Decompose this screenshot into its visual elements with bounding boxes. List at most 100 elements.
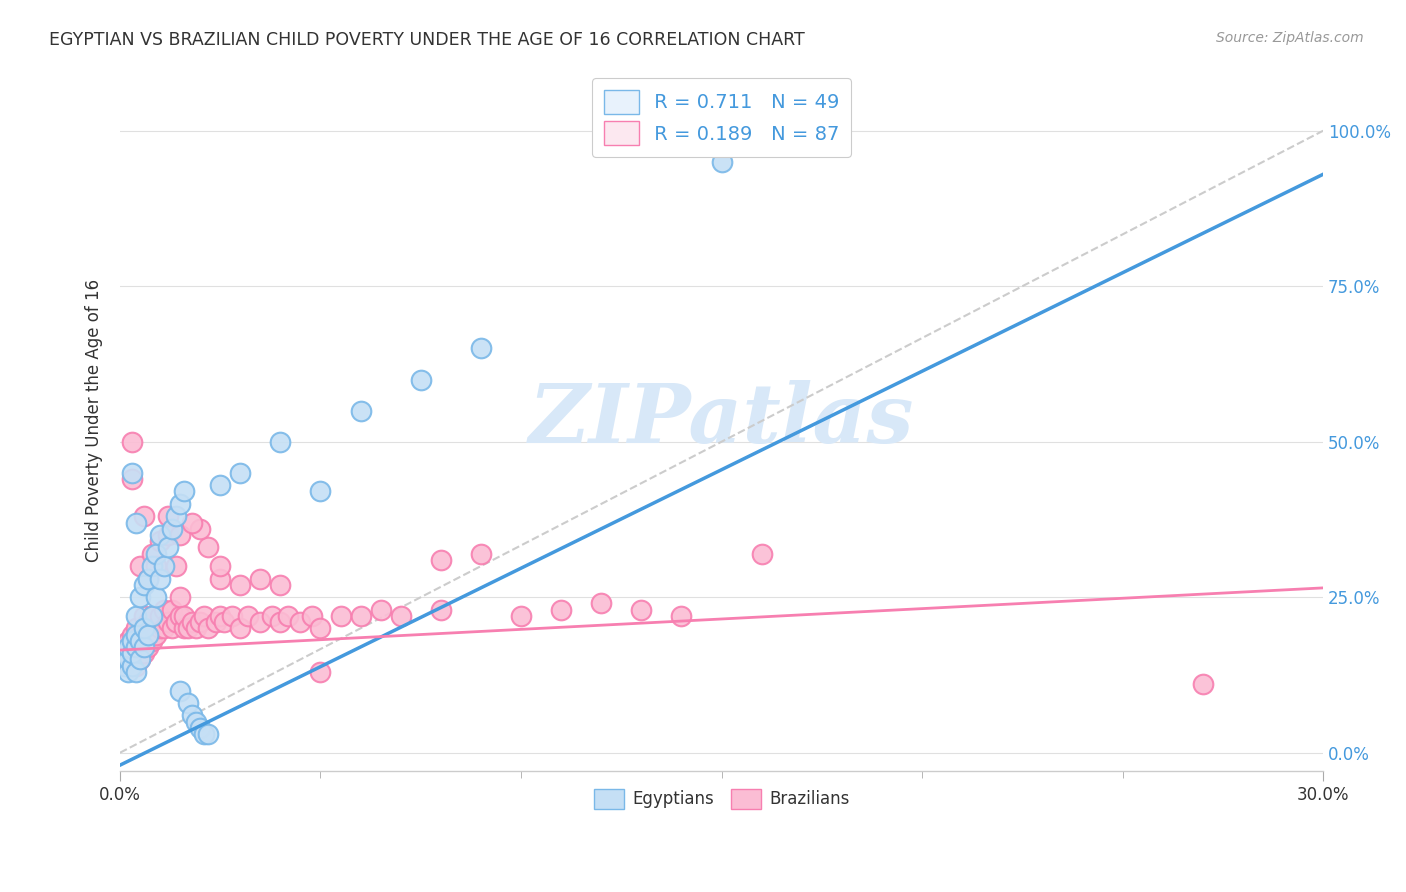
Point [238,608,260,623]
Point [301,608,323,623]
Text: EGYPTIAN VS BRAZILIAN CHILD POVERTY UNDER THE AGE OF 16 CORRELATION CHART: EGYPTIAN VS BRAZILIAN CHILD POVERTY UNDE… [49,31,806,49]
Point [181,615,204,629]
Point [121,658,143,673]
Point [117,652,139,666]
Point [136,640,159,654]
Point [197,541,219,555]
Point [309,621,332,635]
Point [193,608,215,623]
Point [249,615,271,629]
Point [117,640,139,654]
Text: ZIPatlas: ZIPatlas [529,380,914,460]
Point [229,578,252,592]
Point [132,578,155,592]
Point [188,522,211,536]
Point [177,621,200,635]
Point [370,602,392,616]
Point [121,633,143,648]
Point [136,627,159,641]
Point [125,516,148,530]
Point [132,621,155,635]
Point [165,615,187,629]
Point [262,608,284,623]
Point [751,547,773,561]
Point [145,627,167,641]
Point [121,434,143,449]
Point [229,621,252,635]
Point [157,528,180,542]
Point [188,615,211,629]
Point [129,633,152,648]
Point [1191,677,1213,691]
Point [177,696,200,710]
Point [153,621,176,635]
Point [169,528,191,542]
Point [277,608,299,623]
Point [132,640,155,654]
Point [149,621,172,635]
Point [309,484,332,499]
Point [141,608,163,623]
Point [112,646,135,660]
Point [710,154,733,169]
Point [125,608,148,623]
Point [153,559,176,574]
Point [188,721,211,735]
Point [269,434,291,449]
Point [309,665,332,679]
Point [132,621,155,635]
Point [129,652,152,666]
Point [630,602,652,616]
Point [149,534,172,549]
Point [112,652,135,666]
Point [169,683,191,698]
Point [205,615,228,629]
Point [169,497,191,511]
Point [349,403,371,417]
Point [169,591,191,605]
Point [209,478,232,492]
Point [117,658,139,673]
Point [181,516,204,530]
Point [165,559,187,574]
Point [112,658,135,673]
Point [117,646,139,660]
Point [132,608,155,623]
Point [117,665,139,679]
Point [197,727,219,741]
Point [165,509,187,524]
Point [125,665,148,679]
Point [329,608,352,623]
Point [173,621,195,635]
Point [149,608,172,623]
Point [121,466,143,480]
Point [470,342,492,356]
Point [169,608,191,623]
Point [141,633,163,648]
Point [160,621,183,635]
Point [209,572,232,586]
Point [157,615,180,629]
Point [141,547,163,561]
Point [136,572,159,586]
Point [212,615,235,629]
Point [430,553,453,567]
Point [129,652,152,666]
Point [129,591,152,605]
Point [221,608,243,623]
Point [160,522,183,536]
Point [349,608,371,623]
Point [136,615,159,629]
Point [117,633,139,648]
Y-axis label: Child Poverty Under the Age of 16: Child Poverty Under the Age of 16 [86,278,103,561]
Point [129,627,152,641]
Point [149,572,172,586]
Point [132,646,155,660]
Point [125,658,148,673]
Point [510,608,533,623]
Point [136,572,159,586]
Text: Source: ZipAtlas.com: Source: ZipAtlas.com [1216,31,1364,45]
Point [470,547,492,561]
Legend: Egyptians, Brazilians: Egyptians, Brazilians [588,782,856,816]
Point [186,714,208,729]
